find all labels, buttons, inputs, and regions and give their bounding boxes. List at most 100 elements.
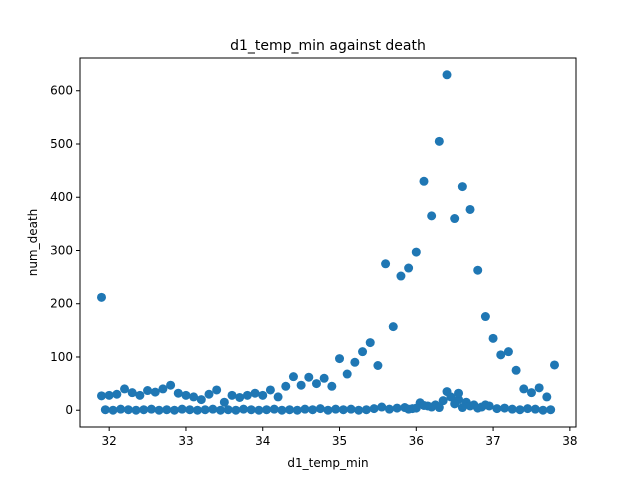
data-point bbox=[97, 391, 106, 401]
data-point bbox=[354, 405, 364, 415]
data-point bbox=[473, 403, 483, 413]
data-point bbox=[457, 403, 467, 413]
data-point bbox=[523, 404, 533, 414]
data-point bbox=[231, 405, 241, 415]
data-point bbox=[496, 350, 506, 360]
data-point bbox=[530, 404, 540, 414]
data-point bbox=[507, 404, 517, 414]
data-point bbox=[227, 390, 237, 400]
data-point bbox=[192, 405, 202, 415]
data-point bbox=[273, 392, 283, 402]
data-point bbox=[315, 404, 325, 414]
data-point bbox=[419, 400, 429, 410]
data-point bbox=[480, 312, 490, 322]
data-point bbox=[515, 405, 525, 415]
y-tick-label: 0 bbox=[65, 403, 73, 417]
data-point bbox=[450, 399, 460, 409]
data-point bbox=[450, 214, 460, 224]
data-point bbox=[331, 404, 341, 414]
x-tick-label: 35 bbox=[332, 434, 347, 448]
y-axis-title: num_death bbox=[26, 209, 40, 277]
data-point bbox=[185, 405, 195, 415]
data-point bbox=[120, 384, 130, 394]
data-point bbox=[150, 387, 160, 397]
data-point bbox=[204, 389, 214, 399]
data-point bbox=[427, 211, 437, 221]
data-point bbox=[127, 388, 137, 398]
data-point bbox=[342, 369, 352, 379]
plot-frame bbox=[79, 57, 577, 428]
data-point bbox=[116, 404, 126, 414]
data-point bbox=[108, 405, 118, 415]
data-point bbox=[392, 403, 402, 413]
data-point bbox=[296, 380, 306, 390]
y-tick-label: 200 bbox=[50, 297, 73, 311]
data-point bbox=[411, 247, 421, 257]
data-point bbox=[177, 404, 187, 414]
data-point bbox=[438, 396, 448, 406]
x-axis-title: d1_temp_min bbox=[287, 456, 368, 470]
data-point bbox=[311, 379, 321, 389]
data-point bbox=[434, 403, 444, 413]
x-tick-label: 37 bbox=[485, 434, 500, 448]
data-point bbox=[388, 322, 398, 332]
data-point bbox=[323, 405, 333, 415]
y-axis: 0 100 200 300 400 500 600 bbox=[50, 84, 80, 417]
data-point bbox=[503, 347, 513, 357]
data-point bbox=[281, 381, 291, 391]
data-point bbox=[526, 388, 536, 398]
data-point bbox=[269, 404, 279, 414]
y-tick-label: 500 bbox=[50, 137, 73, 151]
data-point bbox=[434, 136, 444, 146]
data-point bbox=[442, 387, 452, 397]
data-point bbox=[135, 390, 145, 400]
data-point bbox=[465, 204, 475, 214]
data-point bbox=[473, 265, 483, 275]
data-point bbox=[146, 404, 156, 414]
data-point bbox=[454, 388, 464, 398]
data-point bbox=[427, 402, 437, 412]
x-tick-label: 33 bbox=[178, 434, 193, 448]
data-point bbox=[404, 263, 414, 273]
data-point bbox=[534, 383, 544, 393]
data-point bbox=[327, 381, 337, 391]
data-point bbox=[346, 404, 356, 414]
data-point bbox=[100, 405, 110, 415]
data-point bbox=[200, 405, 210, 415]
data-point bbox=[396, 271, 406, 281]
data-point bbox=[285, 405, 295, 415]
data-point bbox=[373, 361, 383, 370]
data-point bbox=[338, 405, 348, 415]
data-point bbox=[365, 338, 375, 348]
data-point bbox=[262, 405, 272, 415]
y-tick-label: 400 bbox=[50, 190, 73, 204]
data-point bbox=[300, 404, 310, 414]
data-point bbox=[208, 404, 218, 414]
data-point bbox=[216, 405, 226, 415]
data-point bbox=[239, 404, 249, 414]
data-point bbox=[361, 405, 371, 415]
data-point bbox=[158, 384, 168, 394]
data-point bbox=[480, 400, 490, 410]
data-point bbox=[154, 405, 164, 415]
data-point bbox=[492, 404, 502, 414]
data-point bbox=[242, 390, 252, 400]
y-tick-label: 100 bbox=[50, 350, 73, 364]
data-point bbox=[538, 405, 548, 415]
data-point bbox=[173, 388, 183, 398]
data-point bbox=[139, 405, 149, 415]
data-point bbox=[488, 333, 498, 343]
data-point bbox=[550, 360, 559, 370]
data-point bbox=[500, 403, 510, 413]
data-point bbox=[419, 176, 429, 186]
data-point bbox=[319, 373, 329, 383]
data-point bbox=[292, 405, 302, 415]
data-point bbox=[542, 392, 552, 402]
data-point bbox=[384, 404, 394, 414]
data-point bbox=[465, 401, 475, 411]
data-point bbox=[511, 365, 521, 375]
data-point bbox=[358, 347, 368, 357]
x-tick-label: 34 bbox=[255, 434, 270, 448]
x-tick-label: 36 bbox=[409, 434, 424, 448]
